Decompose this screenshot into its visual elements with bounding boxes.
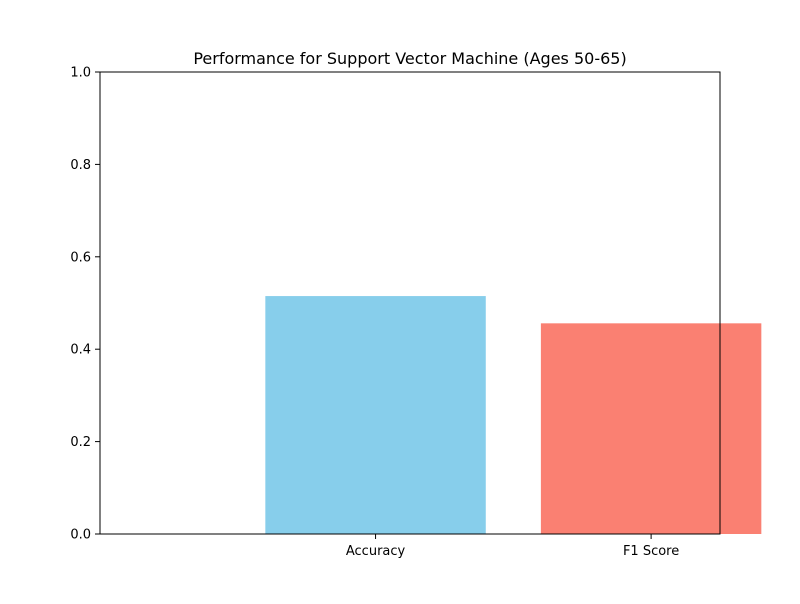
x-axis: Accuracy F1 Score: [346, 534, 679, 559]
y-tick-label: 0.0: [70, 528, 91, 543]
y-axis: 0.0 0.2 0.4 0.6 0.8 1.0: [70, 66, 100, 543]
plot-frame: [99, 71, 721, 535]
y-tick-label: 1.0: [70, 66, 91, 81]
chart-title: Performance for Support Vector Machine (…: [193, 49, 626, 68]
y-tick-label: 0.6: [70, 250, 91, 265]
y-tick-label: 0.8: [70, 158, 91, 173]
x-tick-label: Accuracy: [346, 544, 406, 559]
bar-f1-score: [540, 323, 762, 534]
y-tick-label: 0.2: [70, 435, 91, 450]
y-tick-label: 0.4: [70, 343, 91, 358]
x-tick-label: F1 Score: [623, 544, 679, 559]
bars-layer: [265, 296, 762, 534]
bar-accuracy: [265, 296, 486, 534]
